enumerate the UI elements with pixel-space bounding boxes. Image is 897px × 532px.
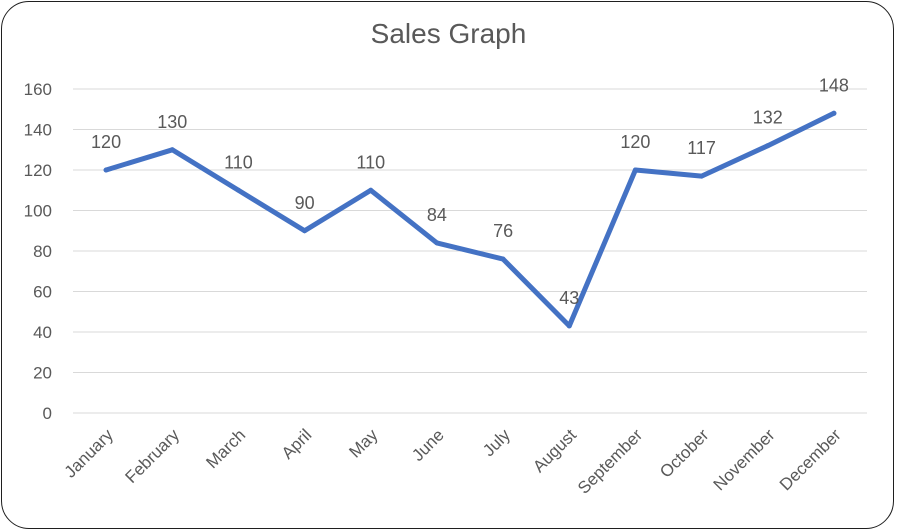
data-point [632,167,638,173]
data-point [434,240,440,246]
x-tick-label: August [529,425,580,476]
data-label: 120 [91,132,121,152]
data-label: 43 [559,288,579,308]
data-label: 90 [295,193,315,213]
x-tick-label: December [776,425,845,494]
x-tick-label: November [710,425,779,494]
series-line [103,110,837,329]
x-tick-label: January [61,425,118,482]
data-point [500,256,506,262]
data-labels: 120 130 110 90 110 84 76 43 120 117 132 148 [91,75,849,308]
data-point [566,323,572,329]
x-tick-label: October [656,425,712,481]
x-tick-label: February [122,425,184,487]
y-tick-label: 80 [33,242,52,261]
x-tick-label: September [574,425,646,497]
data-label: 132 [753,108,783,128]
y-tick-label: 100 [24,202,52,221]
y-tick-label: 60 [33,283,52,302]
data-point [169,147,175,153]
data-point [302,228,308,234]
data-label: 117 [687,138,716,158]
y-tick-label: 20 [33,364,52,383]
y-tick-label: 160 [24,80,52,99]
y-axis-tick-labels: 0 20 40 60 80 100 120 140 160 [24,80,52,423]
x-tick-label: June [408,425,448,465]
data-label: 84 [427,205,447,225]
data-point [699,173,705,179]
data-point [765,143,771,149]
data-label: 148 [819,75,849,95]
x-tick-label: March [202,425,249,472]
data-point [368,187,374,193]
chart-title: Sales Graph [370,18,527,49]
x-axis-tick-labels: January February March April May June July Augu… [61,425,845,498]
y-tick-label: 0 [43,404,52,423]
data-label: 76 [493,221,513,241]
data-label: 110 [356,152,385,172]
data-point [235,187,241,193]
y-tick-label: 140 [24,121,52,140]
data-point [103,167,109,173]
x-tick-label: May [345,425,381,461]
x-tick-label: July [479,425,514,460]
y-tick-label: 40 [33,323,52,342]
data-label: 130 [157,112,187,132]
data-point [831,110,837,116]
data-label: 120 [620,132,650,152]
series-line-group [103,110,837,329]
x-tick-label: April [278,425,315,462]
y-tick-label: 120 [24,161,52,180]
data-label: 110 [224,152,253,172]
